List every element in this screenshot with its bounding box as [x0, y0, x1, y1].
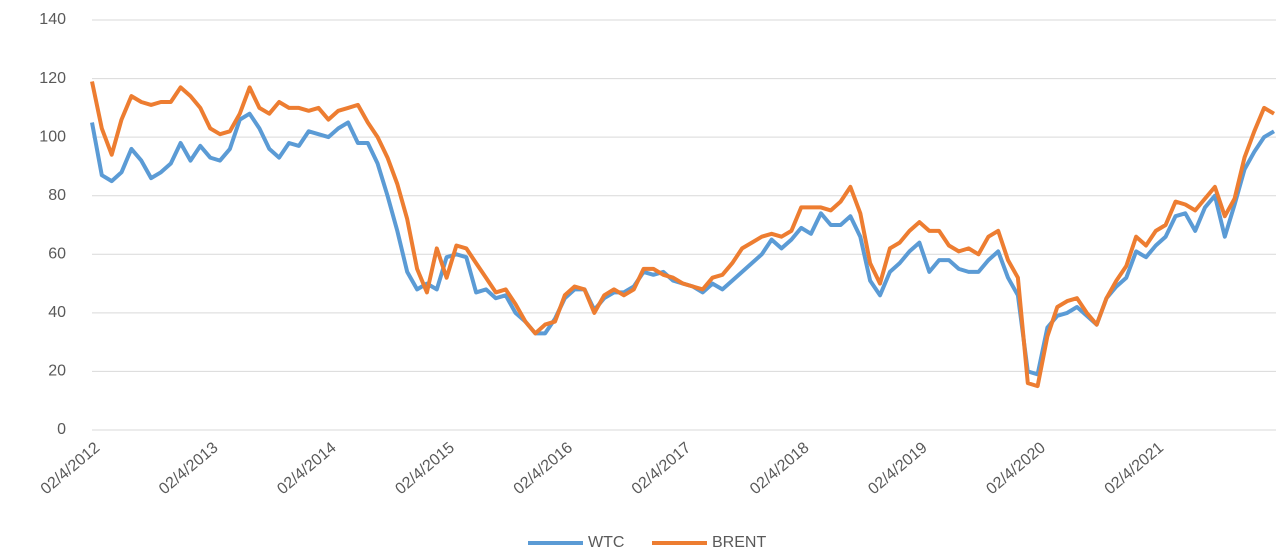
x-tick-label: 02/4/2017: [629, 439, 695, 498]
y-tick-label: 120: [39, 70, 66, 87]
y-tick-label: 100: [39, 128, 66, 145]
x-tick-label: 02/4/2020: [983, 439, 1049, 498]
y-tick-label: 80: [48, 187, 66, 204]
x-tick-label: 02/4/2014: [274, 439, 340, 498]
x-tick-label: 02/4/2021: [1102, 439, 1168, 498]
x-tick-label: 02/4/2018: [747, 439, 813, 498]
legend-label: BRENT: [712, 534, 766, 551]
x-tick-label: 02/4/2016: [511, 439, 577, 498]
x-tick-label: 02/4/2013: [156, 439, 222, 498]
x-tick-label: 02/4/2012: [38, 439, 104, 498]
data-line: [90, 111, 1276, 377]
x-tick-label: 02/4/2015: [392, 439, 458, 498]
y-tick-label: 140: [39, 11, 66, 28]
x-tick-label: 02/4/2019: [865, 439, 931, 498]
y-tick-label: 60: [48, 246, 66, 263]
data-line: [90, 81, 1276, 389]
y-tick-label: 0: [57, 421, 66, 438]
legend-label: WTC: [588, 534, 624, 551]
y-tick-label: 40: [48, 304, 66, 321]
y-tick-label: 20: [48, 363, 66, 380]
